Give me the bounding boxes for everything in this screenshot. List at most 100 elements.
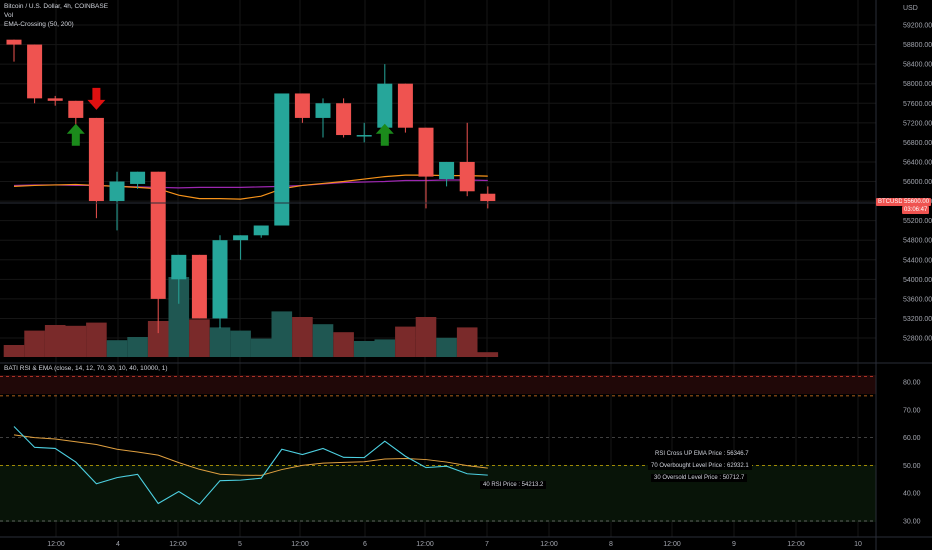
rsi-price-note: 40 RSI Price : 54213.2: [480, 481, 547, 489]
price-tag-countdown: 03:06:47: [902, 206, 930, 214]
volume-bar: [65, 325, 87, 357]
price-tick-label: 55200.00: [903, 218, 932, 225]
volume-bar: [374, 339, 396, 357]
time-tick-label: 10: [854, 541, 862, 548]
volume-bar: [292, 317, 313, 357]
volume-bar: [415, 317, 437, 357]
time-tick-label: 12:00: [540, 541, 558, 548]
volume-bar: [333, 332, 354, 357]
price-tick-label: 54800.00: [903, 238, 932, 245]
volume-bar: [312, 324, 334, 357]
volume-bar: [44, 325, 66, 357]
candle-body: [397, 83, 413, 128]
candle-body: [459, 161, 475, 192]
price-tick-label: 54000.00: [903, 277, 932, 284]
rsi-legend[interactable]: BATI RSI & EMA (close, 14, 12, 70, 30, 1…: [4, 365, 168, 372]
volume-bars: [3, 277, 499, 357]
price-tick-label: 53200.00: [903, 316, 932, 323]
price-tick-label: 54400.00: [903, 257, 932, 264]
rsi-line: [13, 426, 488, 506]
candle-body: [27, 44, 43, 99]
price-tick-label: 52800.00: [903, 336, 932, 343]
price-tick-label: 58800.00: [903, 42, 932, 49]
rsi-tick-label: 60.00: [903, 435, 921, 442]
candle-body: [191, 254, 207, 319]
time-tick-label: 8: [609, 541, 613, 548]
symbol-title[interactable]: Bitcoin / U.S. Dollar, 4h, COINBASE: [4, 3, 109, 10]
ema-lines: [13, 174, 488, 200]
volume-bar: [271, 311, 293, 357]
candle-body: [480, 193, 496, 202]
candle-body: [418, 127, 434, 177]
candle-body: [233, 235, 249, 241]
candle-body: [68, 100, 84, 118]
candle-body: [274, 93, 290, 226]
candle-body: [377, 83, 393, 128]
volume-bar: [189, 319, 210, 357]
price-tick-label: 58400.00: [903, 62, 932, 69]
candle-body: [171, 254, 187, 280]
grid: [0, 0, 876, 537]
volume-bar: [168, 277, 190, 357]
volume-bar: [353, 341, 375, 357]
time-tick-label: 9: [732, 541, 736, 548]
time-tick-label: 5: [238, 541, 242, 548]
price-tag-symbol: BTCUSD: [876, 198, 905, 206]
price-tick-label: 59200.00: [903, 23, 932, 30]
time-axis[interactable]: 12:00 4 12:00 5 12:00 6 12:00 7 12:00 8 12:00 9 12:0…: [47, 541, 862, 548]
volume-bar: [395, 326, 416, 357]
time-tick-label: 12:00: [47, 541, 65, 548]
candle-body: [336, 103, 352, 136]
volume-bar: [24, 330, 45, 357]
price-axis[interactable]: 59200.00 58800.00 58400.00 58000.00 57600.00…: [903, 23, 932, 343]
rsi-axis[interactable]: 80.00 70.00 60.00 50.00 40.00 30.00: [903, 380, 921, 526]
rsi-lines: [13, 426, 488, 506]
time-tick-label: 12:00: [416, 541, 434, 548]
volume-bar: [147, 321, 169, 357]
signal-arrows: [66, 87, 394, 146]
rsi-levels: [0, 376, 876, 522]
candle-body: [150, 171, 166, 299]
time-tick-label: 4: [116, 541, 120, 548]
time-tick-label: 12:00: [291, 541, 309, 548]
candle-body: [130, 171, 146, 184]
candle-body: [315, 103, 331, 118]
volume-legend[interactable]: Vol: [4, 12, 14, 19]
volume-bar: [3, 345, 25, 357]
volume-bar: [127, 337, 148, 357]
volume-bar: [86, 322, 107, 357]
candle-body: [47, 98, 63, 101]
overbought-note: 70 Overbought Level Price : 62932.1: [648, 462, 752, 470]
candle-body: [6, 39, 22, 45]
cross-note: RSI Cross UP EMA Price : 56346.7: [652, 450, 752, 458]
time-tick-label: 6: [363, 541, 367, 548]
time-tick-label: 7: [485, 541, 489, 548]
rsi-tick-label: 40.00: [903, 491, 921, 498]
volume-bar: [230, 330, 251, 357]
overbought-zone: [0, 375, 876, 394]
price-tick-label: 57200.00: [903, 120, 932, 127]
candle-body: [439, 161, 455, 180]
price-tick-label: 57600.00: [903, 101, 932, 108]
volume-bar: [436, 337, 457, 357]
sell-arrow-icon: [87, 87, 106, 110]
time-tick-label: 12:00: [169, 541, 187, 548]
buy-arrow-icon: [375, 123, 394, 146]
candle-body: [88, 117, 104, 202]
volume-bar: [106, 340, 128, 357]
rsi-tick-label: 50.00: [903, 463, 921, 470]
candles[interactable]: [6, 39, 496, 334]
rsi-tick-label: 70.00: [903, 407, 921, 414]
price-tag-price: 55600.00: [902, 198, 932, 206]
candle-body: [109, 181, 125, 202]
rsi-tick-label: 80.00: [903, 380, 921, 387]
rsi-tick-label: 30.00: [903, 519, 921, 526]
volume-bar: [477, 352, 499, 357]
volume-bar: [456, 327, 478, 357]
price-tick-label: 56800.00: [903, 140, 932, 147]
candle-body: [356, 135, 372, 137]
ema-legend[interactable]: EMA-Crossing (50, 200): [4, 21, 74, 28]
price-tick-label: 56400.00: [903, 159, 932, 166]
oversold-note: 30 Oversold Level Price : 50712.7: [651, 474, 748, 482]
